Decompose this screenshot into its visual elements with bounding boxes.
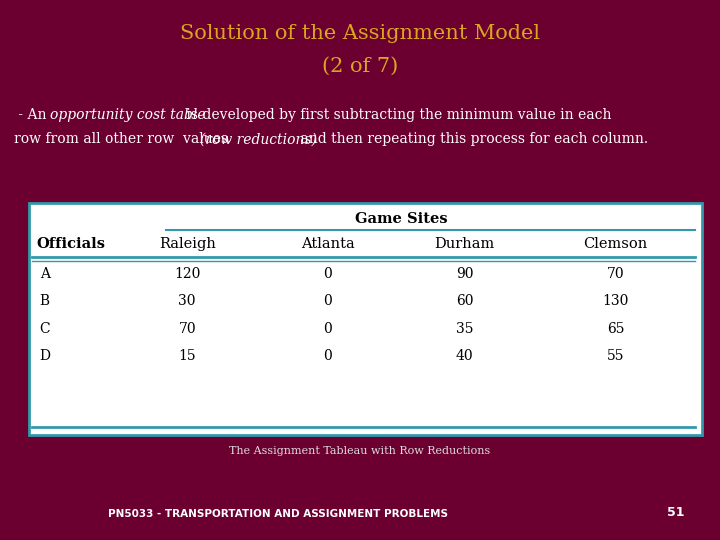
- Text: 60: 60: [456, 294, 473, 308]
- Text: opportunity cost table: opportunity cost table: [50, 108, 206, 122]
- Text: Durham: Durham: [434, 237, 495, 251]
- Text: 0: 0: [323, 267, 332, 281]
- Text: (row reductions): (row reductions): [200, 132, 318, 146]
- Text: A: A: [40, 267, 50, 281]
- Text: (2 of 7): (2 of 7): [322, 57, 398, 76]
- Text: Officials: Officials: [36, 237, 105, 251]
- Text: Atlanta: Atlanta: [301, 237, 354, 251]
- Text: 35: 35: [456, 322, 473, 336]
- Text: PN5033 - TRANSPORTATION AND ASSIGNMENT PROBLEMS: PN5033 - TRANSPORTATION AND ASSIGNMENT P…: [108, 509, 448, 519]
- Text: 70: 70: [607, 267, 624, 281]
- Text: is developed by first subtracting the minimum value in each: is developed by first subtracting the mi…: [182, 108, 612, 122]
- Text: 90: 90: [456, 267, 473, 281]
- Text: 0: 0: [323, 294, 332, 308]
- Text: - An: - An: [14, 108, 51, 122]
- Text: Solution of the Assignment Model: Solution of the Assignment Model: [180, 24, 540, 43]
- Text: row from all other row  values: row from all other row values: [14, 132, 233, 146]
- Text: 30: 30: [179, 294, 196, 308]
- Text: 120: 120: [174, 267, 200, 281]
- Text: 130: 130: [603, 294, 629, 308]
- Text: 70: 70: [179, 322, 196, 336]
- Text: The Assignment Tableau with Row Reductions: The Assignment Tableau with Row Reductio…: [230, 446, 490, 456]
- Text: D: D: [40, 349, 50, 363]
- Text: and then repeating this process for each column.: and then repeating this process for each…: [297, 132, 649, 146]
- Text: Raleigh: Raleigh: [159, 237, 215, 251]
- Text: C: C: [40, 322, 50, 336]
- Text: 15: 15: [179, 349, 196, 363]
- Text: 0: 0: [323, 322, 332, 336]
- Text: Game Sites: Game Sites: [355, 212, 448, 226]
- Text: 40: 40: [456, 349, 473, 363]
- Text: Clemson: Clemson: [583, 237, 648, 251]
- Text: 55: 55: [607, 349, 624, 363]
- FancyBboxPatch shape: [29, 202, 702, 435]
- Text: B: B: [40, 294, 50, 308]
- Text: 65: 65: [607, 322, 624, 336]
- Text: 51: 51: [667, 507, 684, 519]
- Text: 0: 0: [323, 349, 332, 363]
